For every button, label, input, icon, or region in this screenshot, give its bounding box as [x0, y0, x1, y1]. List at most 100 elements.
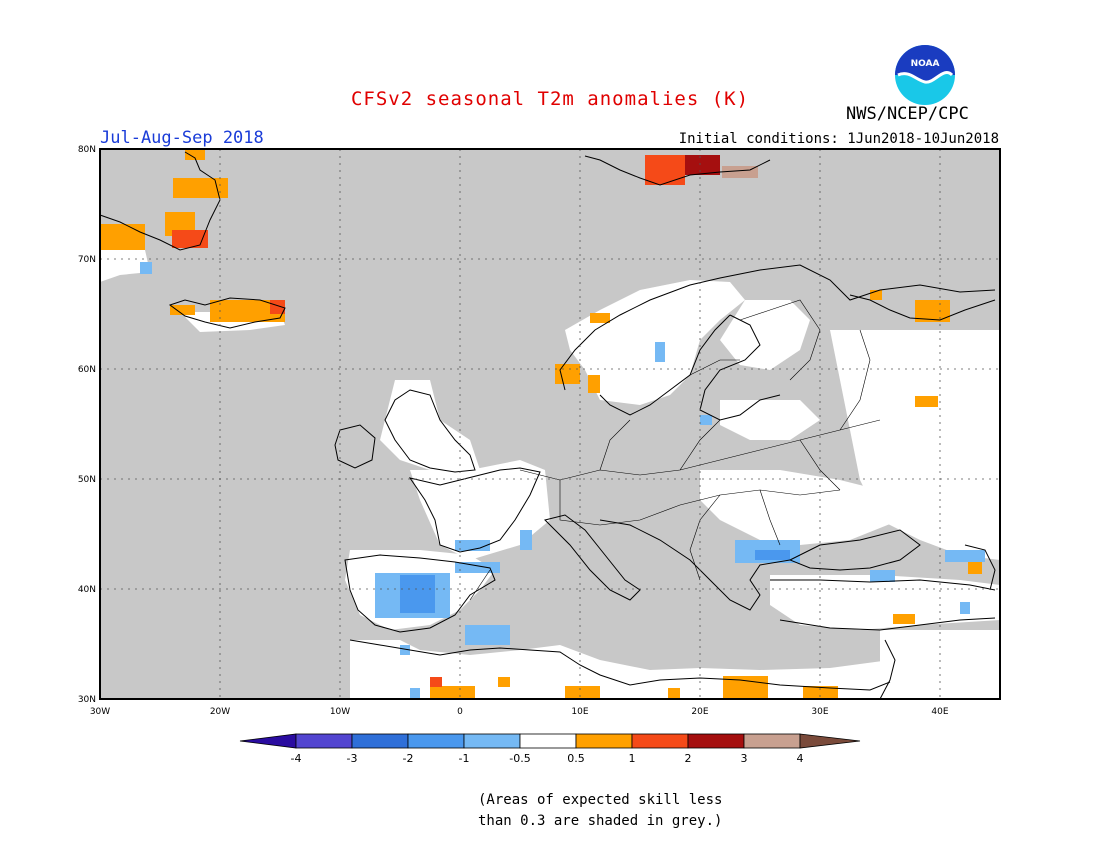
anomaly-patch — [722, 166, 758, 178]
colorbar-label: 0.5 — [567, 752, 585, 765]
map-frame — [99, 148, 1001, 700]
coastline-north-africa — [349, 639, 891, 691]
anomaly-patch — [410, 688, 420, 699]
colorbar-bin — [463, 733, 521, 749]
neutral-greenland — [100, 250, 150, 282]
anomaly-patch — [685, 155, 720, 175]
colorbar-bin — [799, 733, 861, 749]
y-tick-label: 50N — [78, 475, 96, 485]
coastline-svalbard — [584, 155, 771, 186]
colorbar-bin — [575, 733, 633, 749]
anomaly-patch — [588, 375, 600, 393]
y-tick-label: 60N — [78, 365, 96, 375]
graticule — [100, 149, 1000, 699]
neutral-baltic — [720, 400, 820, 440]
neutral-middle-east — [880, 630, 1000, 699]
y-tick-label: 80N — [78, 145, 96, 155]
x-tick-label: 0 — [457, 707, 463, 717]
coastline-france — [408, 467, 541, 553]
skill-note-line1: (Areas of expected skill less — [478, 792, 723, 808]
anomaly-patch — [893, 614, 915, 624]
coastline-ireland — [334, 424, 376, 469]
colorbar — [239, 733, 861, 749]
y-tick-labels: 30N 40N 50N 60N 70N 80N — [78, 145, 96, 705]
coastline-balkans — [599, 519, 791, 611]
anomaly-patch — [945, 550, 985, 562]
colorbar-label: -4 — [291, 752, 302, 765]
anomaly-patch — [455, 562, 500, 573]
anomaly-patch — [700, 415, 712, 425]
anomaly-patch — [400, 645, 410, 655]
anomaly-patch — [870, 290, 882, 300]
map-title: CFSv2 seasonal T2m anomalies (K) — [350, 88, 750, 110]
colorbar-bin — [351, 733, 409, 749]
noaa-logo: NOAA — [895, 45, 955, 105]
x-tick-label: 40E — [931, 707, 948, 717]
anomaly-patch — [960, 602, 970, 614]
anomaly-patch — [915, 300, 950, 322]
anomaly-patch — [803, 686, 838, 699]
neutral-ukraine — [700, 470, 900, 545]
y-tick-label: 70N — [78, 255, 96, 265]
colorbar-bin — [239, 733, 297, 749]
coastline-scandinavia — [559, 264, 996, 391]
anomaly-patch — [400, 575, 435, 613]
y-tick-label: 30N — [78, 695, 96, 705]
colorbar-label: 1 — [629, 752, 636, 765]
anomaly-patch — [520, 530, 532, 550]
skill-note-line2: than 0.3 are shaded in grey.) — [478, 813, 723, 829]
colorbar-label: 3 — [741, 752, 748, 765]
colorbar-bin — [407, 733, 465, 749]
agency-label: NWS/NCEP/CPC — [846, 104, 969, 124]
colorbar-bin — [631, 733, 689, 749]
forecast-period: Jul-Aug-Sep 2018 — [100, 128, 264, 148]
initial-conditions: Initial conditions: 1Jun2018-10Jun2018 — [678, 131, 999, 147]
colorbar-label: -2 — [403, 752, 414, 765]
anomaly-patch — [140, 262, 152, 274]
anomaly-patch — [968, 562, 982, 574]
coastline-caspian — [964, 544, 996, 591]
skill-note: (Areas of expected skill less than 0.3 a… — [478, 790, 722, 832]
anomaly-patch — [668, 688, 680, 699]
x-tick-label: 10E — [571, 707, 588, 717]
anomaly-patch — [430, 686, 475, 699]
x-tick-label: 10W — [330, 707, 350, 717]
neutral-france — [410, 460, 550, 560]
colorbar-bin — [743, 733, 801, 749]
x-tick-label: 30W — [90, 707, 110, 717]
coastline-levant — [879, 639, 896, 700]
colorbar-label: -0.5 — [509, 752, 530, 765]
colorbar-bin — [687, 733, 745, 749]
coastline-russia-north — [849, 294, 996, 321]
anomaly-patch — [655, 342, 665, 362]
anomaly-patch — [270, 300, 285, 314]
anomaly-patch — [915, 396, 938, 407]
anomaly-patch — [430, 677, 442, 687]
anomaly-patch — [100, 224, 145, 250]
coastline-turkey — [770, 579, 996, 591]
colorbar-labels: -4 -3 -2 -1 -0.5 0.5 1 2 3 4 — [291, 752, 804, 765]
logo-text: NOAA — [911, 59, 940, 69]
cool-anomaly-patches — [140, 262, 985, 699]
x-tick-label: 20W — [210, 707, 230, 717]
anomaly-patch — [173, 178, 228, 198]
colorbar-bin — [295, 733, 353, 749]
coastline-baltic — [699, 314, 781, 421]
colorbar-label: -1 — [459, 752, 470, 765]
coastline-black-sea — [788, 529, 921, 571]
anomaly-patch — [455, 540, 490, 551]
anomaly-patch — [170, 305, 195, 315]
coastline-italy — [544, 514, 641, 601]
anomaly-patch — [210, 300, 285, 322]
coastline-sweden — [599, 314, 731, 416]
neutral-britain — [380, 380, 480, 470]
anomaly-patch — [555, 364, 580, 384]
x-tick-label: 20E — [691, 707, 708, 717]
y-tick-label: 40N — [78, 585, 96, 595]
anomaly-patch — [185, 150, 205, 160]
anomaly-patch — [870, 570, 895, 582]
coastlines — [99, 151, 996, 700]
colorbar-label: 4 — [797, 752, 804, 765]
